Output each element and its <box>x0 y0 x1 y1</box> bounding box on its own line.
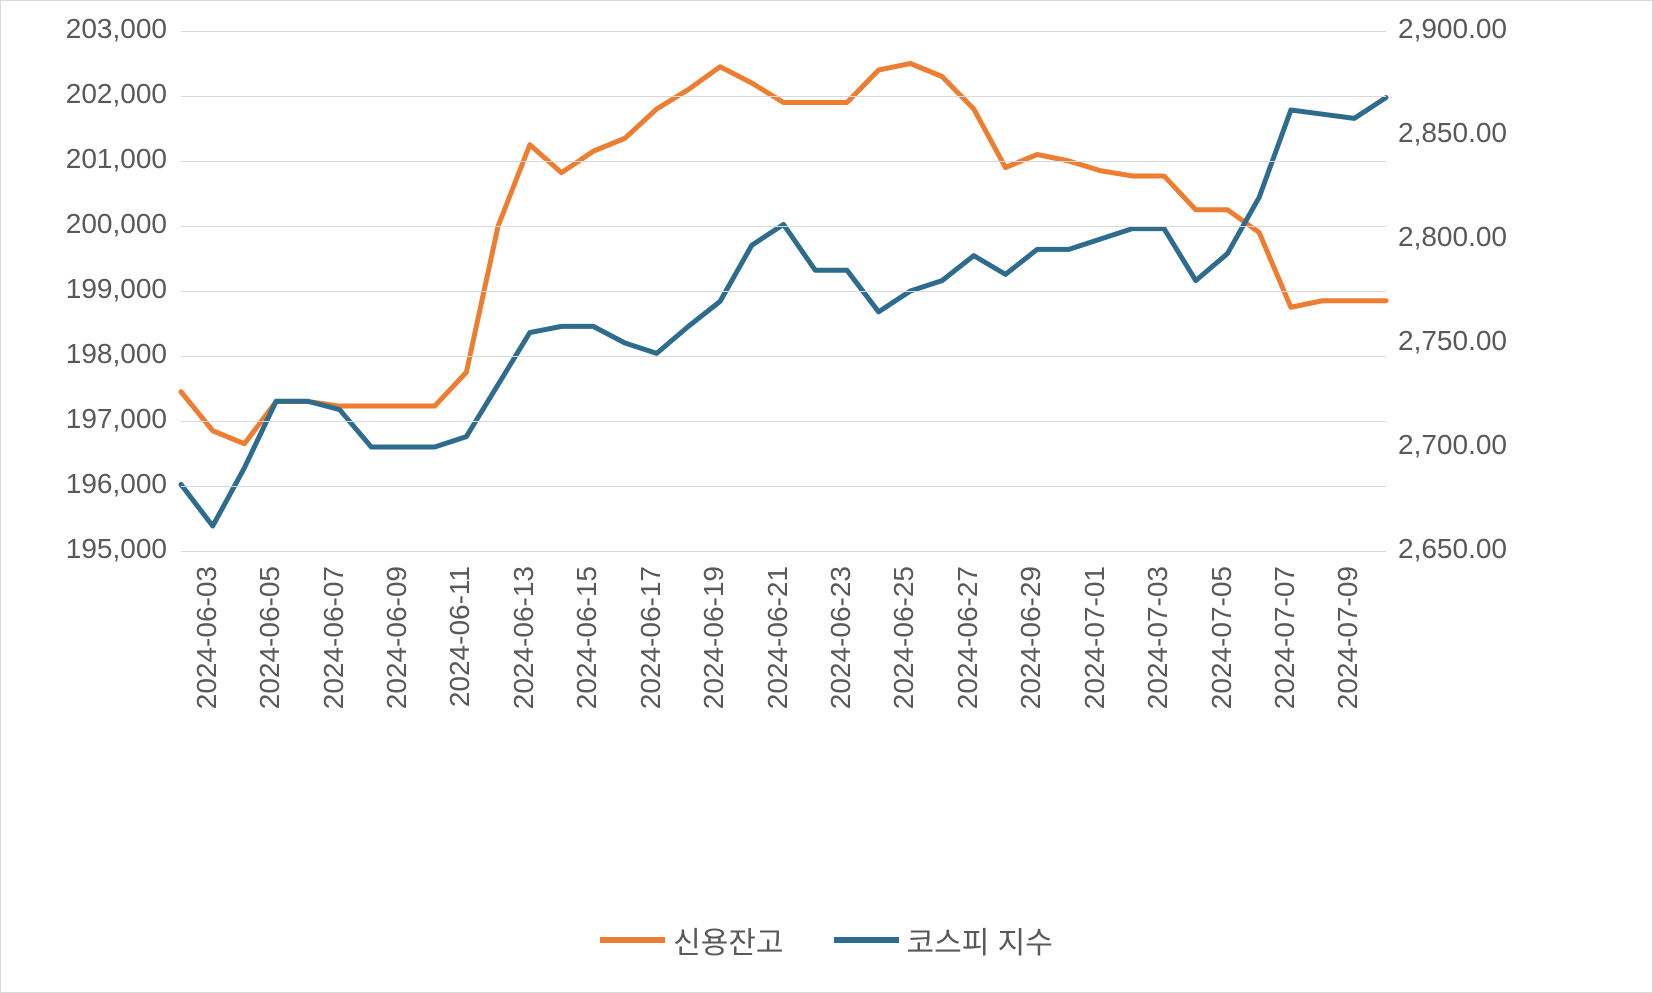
y-left-tick-label: 199,000 <box>66 273 167 305</box>
x-tick-label: 2024-07-07 <box>1269 566 1301 796</box>
gridline <box>181 96 1386 97</box>
chart-legend: 신용잔고 코스피 지수 <box>1 918 1652 962</box>
legend-label: 코스피 지수 <box>907 918 1053 962</box>
y-right-tick-label: 2,700.00 <box>1398 429 1507 461</box>
x-tick-label: 2024-06-07 <box>318 566 350 796</box>
y-left-tick-label: 200,000 <box>66 208 167 240</box>
y-left-tick-label: 198,000 <box>66 338 167 370</box>
gridline <box>181 356 1386 357</box>
x-tick-label: 2024-07-03 <box>1142 566 1174 796</box>
y-right-tick-label: 2,900.00 <box>1398 13 1507 45</box>
x-tick-label: 2024-06-29 <box>1015 566 1047 796</box>
y-right-tick-label: 2,650.00 <box>1398 533 1507 565</box>
legend-item: 신용잔고 <box>600 918 783 962</box>
y-left-tick-label: 195,000 <box>66 533 167 565</box>
gridline <box>181 161 1386 162</box>
x-tick-label: 2024-06-05 <box>254 566 286 796</box>
legend-swatch <box>600 937 665 943</box>
plot-area <box>181 31 1386 551</box>
gridline <box>181 291 1386 292</box>
x-tick-label: 2024-06-27 <box>952 566 984 796</box>
x-tick-label: 2024-06-11 <box>444 566 476 796</box>
x-tick-label: 2024-06-03 <box>191 566 223 796</box>
gridline <box>181 486 1386 487</box>
x-tick-label: 2024-06-09 <box>381 566 413 796</box>
legend-label: 신용잔고 <box>673 918 783 962</box>
x-tick-label: 2024-06-19 <box>698 566 730 796</box>
y-left-tick-label: 197,000 <box>66 403 167 435</box>
y-left-tick-label: 202,000 <box>66 78 167 110</box>
x-tick-label: 2024-07-01 <box>1079 566 1111 796</box>
legend-item: 코스피 지수 <box>834 918 1053 962</box>
line-series-0 <box>181 64 1386 444</box>
x-tick-label: 2024-07-09 <box>1332 566 1364 796</box>
x-tick-label: 2024-07-05 <box>1206 566 1238 796</box>
x-tick-label: 2024-06-25 <box>888 566 920 796</box>
y-right-tick-label: 2,850.00 <box>1398 117 1507 149</box>
y-left-tick-label: 201,000 <box>66 143 167 175</box>
dual-axis-line-chart: 신용잔고 코스피 지수 195,000 196,000 197,000 198,000 1… <box>0 0 1653 993</box>
x-tick-label: 2024-06-15 <box>571 566 603 796</box>
x-tick-label: 2024-06-17 <box>635 566 667 796</box>
x-tick-label: 2024-06-13 <box>508 566 540 796</box>
y-left-tick-label: 196,000 <box>66 468 167 500</box>
x-tick-label: 2024-06-21 <box>762 566 794 796</box>
gridline <box>181 551 1386 552</box>
y-right-tick-label: 2,750.00 <box>1398 325 1507 357</box>
x-tick-label: 2024-06-23 <box>825 566 857 796</box>
gridline <box>181 31 1386 32</box>
gridline <box>181 421 1386 422</box>
legend-swatch <box>834 937 899 943</box>
y-right-tick-label: 2,800.00 <box>1398 221 1507 253</box>
gridline <box>181 226 1386 227</box>
y-left-tick-label: 203,000 <box>66 13 167 45</box>
